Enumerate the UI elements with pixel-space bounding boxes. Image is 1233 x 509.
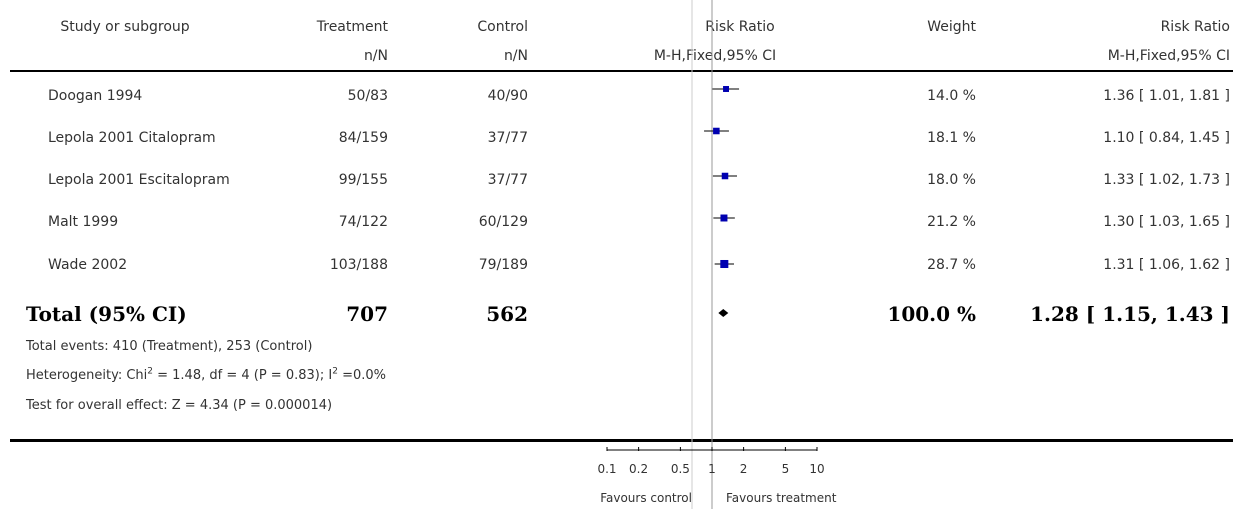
effect-marker <box>713 127 720 135</box>
favours-treatment-label: Favours treatment <box>726 491 837 505</box>
study-ci: 1.31 [ 1.06, 1.62 ] <box>1103 257 1230 273</box>
effect-marker <box>720 214 728 222</box>
header-treatment: Treatment <box>316 19 388 35</box>
study-ci: 1.36 [ 1.01, 1.81 ] <box>1103 88 1230 104</box>
study-control: 37/77 <box>487 130 528 146</box>
study-treatment: 74/122 <box>338 214 388 230</box>
study-ci: 1.33 [ 1.02, 1.73 ] <box>1103 172 1230 188</box>
x-axis-tick-label: 0.1 <box>597 462 616 476</box>
study-treatment: 99/155 <box>338 172 388 188</box>
study-name: Malt 1999 <box>48 214 119 230</box>
header-control: Control <box>477 19 528 35</box>
study-treatment: 84/159 <box>338 130 388 146</box>
study-weight: 14.0 % <box>927 88 976 104</box>
study-name: Lepola 2001 Escitalopram <box>48 172 230 188</box>
study-treatment: 103/188 <box>329 257 388 273</box>
heterogeneity-mid: = 1.48, df = 4 (P = 0.83); I <box>153 368 333 383</box>
study-control: 60/129 <box>478 214 528 230</box>
study-control: 79/189 <box>478 257 528 273</box>
i-squared-superscript: 2 <box>332 366 338 377</box>
total-ci: 1.28 [ 1.15, 1.43 ] <box>1030 302 1230 326</box>
heterogeneity-text: Heterogeneity: Chi2 = 1.48, df = 4 (P = … <box>26 366 386 384</box>
header-rule <box>10 70 1233 72</box>
study-weight: 21.2 % <box>927 214 976 230</box>
total-events: Total events: 410 (Treatment), 253 (Cont… <box>26 339 313 354</box>
study-name: Lepola 2001 Citalopram <box>48 130 216 146</box>
subheader-risk-ratio-plot: M-H,Fixed,95% CI <box>653 48 777 64</box>
x-axis-tick-label: 1 <box>708 462 716 476</box>
study-ci: 1.10 [ 0.84, 1.45 ] <box>1103 130 1230 146</box>
x-axis-tick-label: 0.5 <box>671 462 690 476</box>
study-name: Doogan 1994 <box>48 88 143 104</box>
chi-squared-superscript: 2 <box>147 366 153 377</box>
total-treatment: 707 <box>346 302 388 326</box>
heterogeneity-post: =0.0% <box>337 368 386 383</box>
favours-control-label: Favours control <box>600 491 692 505</box>
effect-marker <box>723 86 730 92</box>
x-axis-tick-label: 0.2 <box>629 462 648 476</box>
study-name: Wade 2002 <box>48 257 128 273</box>
header-risk-ratio-plot: Risk Ratio <box>705 19 775 35</box>
effect-marker <box>721 172 729 180</box>
total-label: Total (95% CI) <box>26 302 187 326</box>
header-weight: Weight <box>927 19 976 35</box>
total-weight: 100.0 % <box>887 302 976 326</box>
x-axis-tick-label: 5 <box>782 462 790 476</box>
pooled-effect-diamond <box>718 309 729 317</box>
total-control: 562 <box>486 302 528 326</box>
overall-effect: Test for overall effect: Z = 4.34 (P = 0… <box>26 398 333 413</box>
study-ci: 1.30 [ 1.03, 1.65 ] <box>1103 214 1230 230</box>
study-weight: 18.0 % <box>927 172 976 188</box>
forest-plot-marks: 0.1 0.2 0.5 1 2 5 10 <box>597 0 825 509</box>
study-treatment: 50/83 <box>347 88 388 104</box>
study-control: 37/77 <box>487 172 528 188</box>
x-axis-tick-label: 2 <box>740 462 748 476</box>
footer-rule <box>10 439 1233 442</box>
study-weight: 28.7 % <box>927 257 976 273</box>
header-study: Study or subgroup <box>60 19 190 35</box>
study-weight: 18.1 % <box>927 130 976 146</box>
x-axis-tick-label: 10 <box>809 462 824 476</box>
study-control: 40/90 <box>487 88 528 104</box>
header-risk-ratio: Risk Ratio <box>1160 19 1230 35</box>
subheader-control: n/N <box>503 48 528 64</box>
heterogeneity-pre: Heterogeneity: Chi <box>26 368 148 383</box>
subheader-risk-ratio: M-H,Fixed,95% CI <box>1107 48 1230 64</box>
subheader-treatment: n/N <box>363 48 388 64</box>
effect-marker <box>720 259 729 269</box>
